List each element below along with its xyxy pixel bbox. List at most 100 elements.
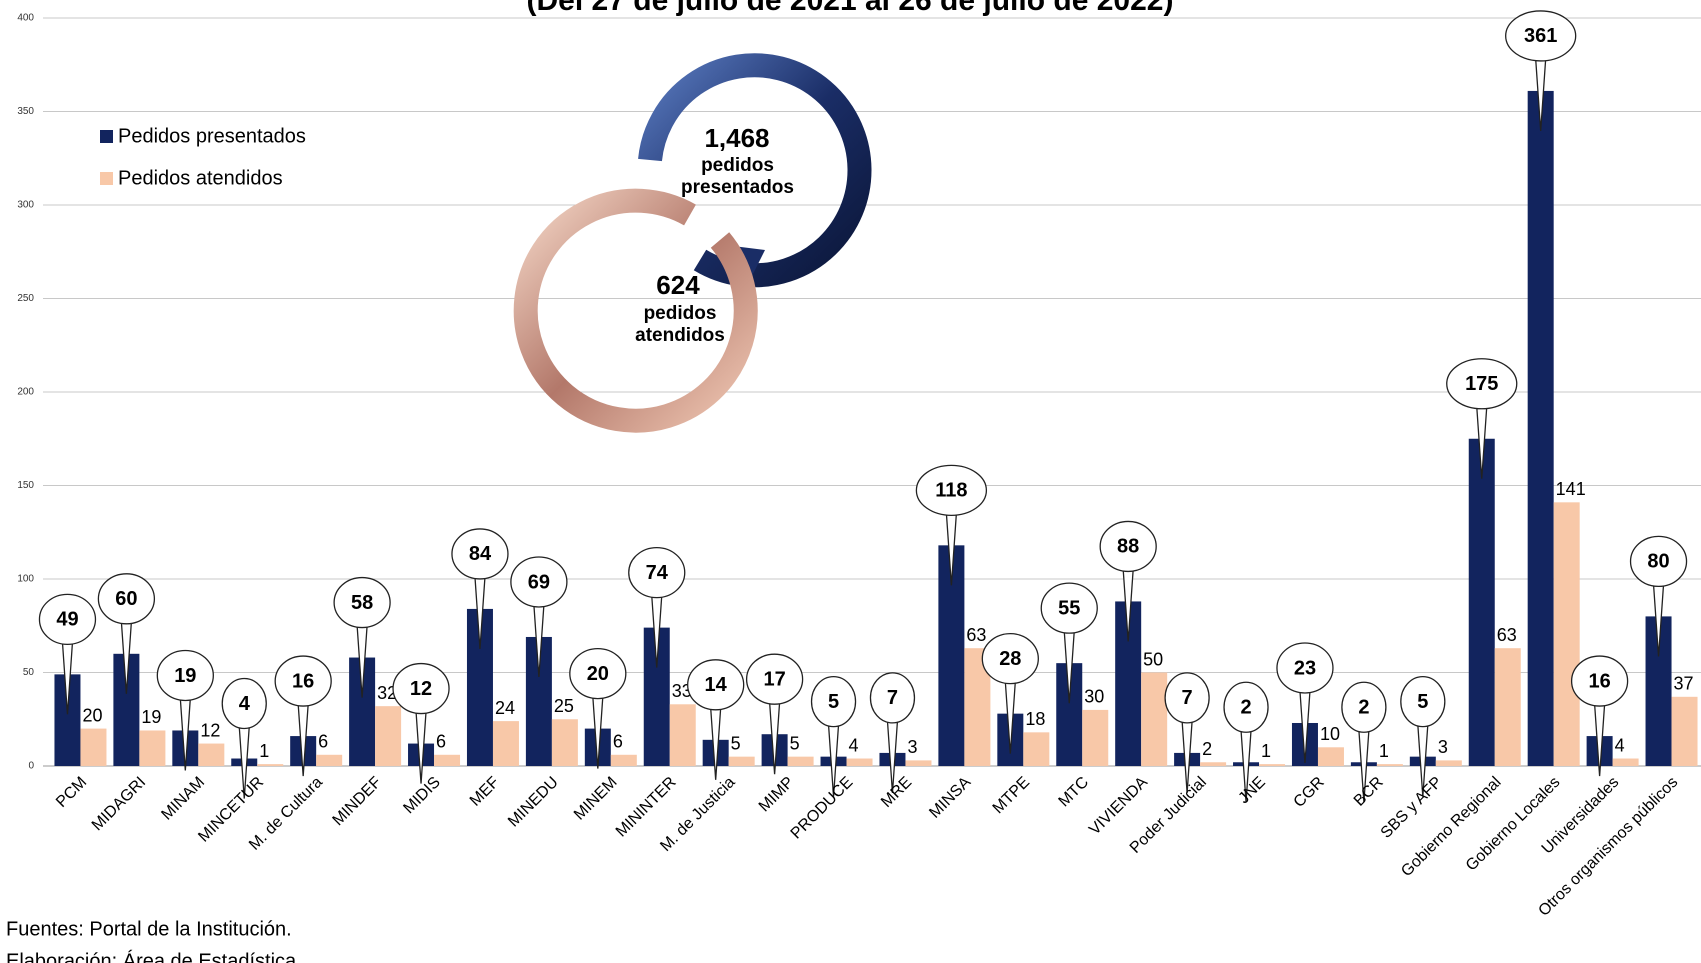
bar-atendidos (375, 706, 402, 766)
y-tick-label: 0 (28, 761, 34, 772)
value-label-atendidos: 32 (377, 683, 397, 703)
callout-tail (945, 513, 958, 586)
callout-tail (886, 720, 899, 793)
x-tick-label: MINDEF (330, 774, 386, 830)
value-label-atendidos: 141 (1556, 479, 1586, 499)
callout (392, 662, 450, 715)
x-tick-label: MINAM (158, 774, 208, 824)
value-label-atendidos: 1 (1261, 741, 1271, 761)
value-label-atendidos: 1 (1379, 741, 1389, 761)
bar-atendidos (1317, 747, 1344, 766)
legend-label: Pedidos atendidos (118, 167, 283, 189)
x-tick-label: Gobierno Regional (1398, 774, 1504, 880)
bar-atendidos (492, 721, 519, 766)
value-label-atendidos: 6 (436, 732, 446, 752)
bar-atendidos (1494, 648, 1521, 766)
presentados-text: pedidos presentados (681, 155, 794, 198)
value-label-atendidos: 63 (1497, 625, 1517, 645)
value-label-presentados: 60 (115, 588, 137, 610)
y-tick-label: 250 (17, 293, 34, 304)
callout (1629, 535, 1688, 588)
value-label-atendidos: 6 (318, 732, 328, 752)
callout-tail (710, 707, 722, 780)
bar-atendidos (846, 758, 873, 766)
callout-tail (1476, 406, 1488, 479)
chart-title: (Del 27 de julio de 2021 al 26 de julio … (527, 0, 1174, 17)
value-label-presentados: 2 (1240, 697, 1251, 719)
callout-tail (1358, 730, 1370, 803)
value-label-atendidos: 12 (200, 720, 220, 740)
callout-tail (1417, 724, 1429, 797)
value-label-atendidos: 30 (1084, 687, 1104, 707)
value-label-presentados: 17 (763, 668, 785, 690)
callout-tail (356, 625, 368, 698)
callout (687, 659, 745, 711)
value-label-atendidos: 4 (1615, 735, 1625, 755)
bar-atendidos (1553, 502, 1580, 766)
callout-tail (297, 704, 309, 777)
callout-tail (120, 621, 133, 694)
value-label-presentados: 58 (351, 592, 373, 614)
x-tick-label: MINEDU (505, 774, 562, 831)
value-label-presentados: 12 (410, 678, 432, 700)
value-label-presentados: 80 (1647, 551, 1669, 573)
bar-atendidos (610, 754, 637, 766)
atendidos-box: pedidos atendidos (635, 303, 725, 346)
value-label-presentados: 19 (174, 665, 196, 687)
callout-tail (1593, 704, 1606, 777)
bar-atendidos (316, 754, 343, 766)
y-tick-label: 50 (23, 667, 35, 678)
value-label-presentados: 16 (292, 670, 314, 692)
y-tick-label: 350 (17, 106, 34, 117)
bar-atendidos (1023, 732, 1050, 766)
value-label-atendidos: 37 (1674, 674, 1694, 694)
callout (274, 655, 332, 707)
value-label-presentados: 361 (1524, 25, 1557, 47)
bar-atendidos (1259, 764, 1286, 766)
callout (915, 464, 988, 516)
bar-atendidos (669, 704, 696, 766)
value-label-presentados: 7 (1182, 687, 1193, 709)
value-label-atendidos: 4 (849, 735, 859, 755)
callout (1505, 10, 1577, 62)
bar-atendidos (787, 756, 814, 766)
footer-source: Fuentes: Portal de la Institución. (6, 918, 292, 940)
x-tick-label: PRODUCE (788, 774, 857, 843)
callout-tail (179, 698, 191, 771)
x-tick-label: MTC (1056, 774, 1093, 811)
total-presentados: 1,468 (704, 123, 769, 153)
bar-atendidos (434, 754, 461, 766)
callout-tail (592, 696, 604, 769)
bar-atendidos (1376, 764, 1403, 766)
value-label-presentados: 88 (1117, 536, 1139, 558)
bar-presentados (1527, 90, 1554, 767)
callout-tail (415, 711, 427, 784)
bar-presentados (1468, 438, 1495, 766)
x-tick-label: MEF (467, 774, 503, 810)
callout (1223, 681, 1269, 733)
callout (981, 632, 1039, 685)
value-label-atendidos: 24 (495, 698, 515, 718)
callout-tail (1004, 681, 1016, 754)
value-label-presentados: 23 (1294, 657, 1316, 679)
legend-label: Pedidos presentados (118, 125, 306, 147)
callout (810, 676, 857, 728)
presentados-box: pedidos presentados (681, 155, 794, 198)
callout-tail (827, 724, 840, 797)
value-label-presentados: 28 (999, 648, 1021, 670)
callout (869, 672, 916, 724)
callout-tail (533, 604, 545, 678)
x-tick-label: MINSA (926, 774, 974, 822)
y-tick-label: 400 (17, 13, 34, 24)
bar-atendidos (139, 730, 166, 766)
value-label-presentados: 4 (239, 693, 251, 715)
x-tick-label: PCM (53, 774, 90, 811)
callout (628, 546, 686, 599)
legend-swatch (100, 130, 113, 143)
callout (569, 647, 627, 700)
callout-tail (1299, 690, 1311, 764)
callout (1446, 358, 1518, 410)
callout (1164, 672, 1210, 724)
value-label-presentados: 5 (1417, 691, 1428, 713)
